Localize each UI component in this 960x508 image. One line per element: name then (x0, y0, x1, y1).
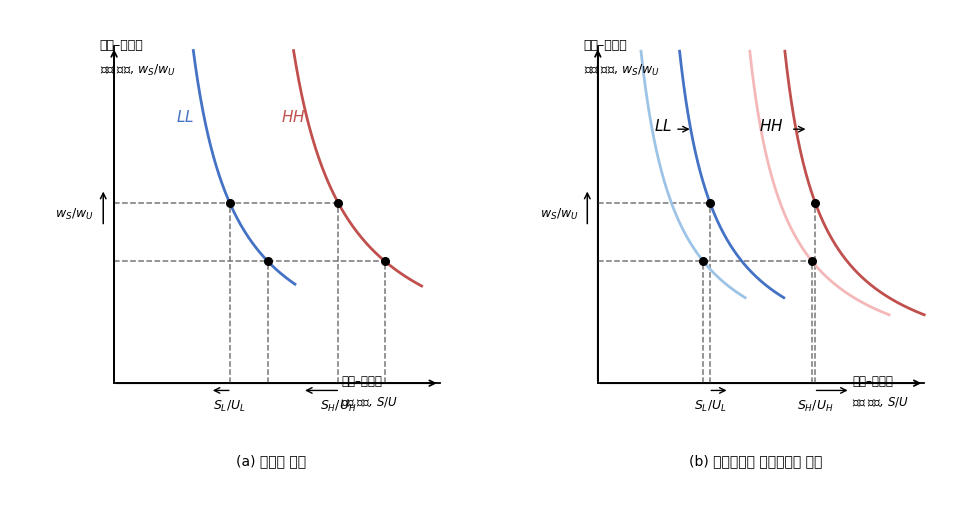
Text: $S_L/U_L$: $S_L/U_L$ (213, 399, 247, 414)
Text: 숙련–비숙련: 숙련–비숙련 (852, 375, 893, 389)
Text: $LL$: $LL$ (176, 109, 194, 125)
Text: $w_S/w_U$: $w_S/w_U$ (56, 207, 94, 223)
Text: 임금 비율, $w_S/w_U$: 임금 비율, $w_S/w_U$ (584, 64, 660, 78)
Text: 숙련–비숙련: 숙련–비숙련 (342, 375, 382, 389)
Text: 숙련–비숙련: 숙련–비숙련 (584, 39, 628, 52)
Text: $LL$: $LL$ (654, 118, 672, 134)
Text: $S_H/U_H$: $S_H/U_H$ (797, 399, 833, 414)
Text: $S_H/U_H$: $S_H/U_H$ (320, 399, 357, 414)
Text: 고용 비율, $S/U$: 고용 비율, $S/U$ (342, 395, 398, 409)
Text: 임금 비율, $w_S/w_U$: 임금 비율, $w_S/w_U$ (100, 64, 176, 78)
Text: 숙련–비숙련: 숙련–비숙련 (100, 39, 143, 52)
Text: $S_L/U_L$: $S_L/U_L$ (694, 399, 727, 414)
Text: 고용 비율, $S/U$: 고용 비율, $S/U$ (852, 395, 909, 409)
Text: $w_S/w_U$: $w_S/w_U$ (540, 207, 579, 223)
Text: (b) 기술편향적 기술변화의 효과: (b) 기술편향적 기술변화의 효과 (689, 454, 823, 468)
Text: $HH$: $HH$ (759, 118, 783, 134)
Text: (a) 무역의 효과: (a) 무역의 효과 (236, 454, 306, 468)
Text: $HH$: $HH$ (280, 109, 305, 125)
